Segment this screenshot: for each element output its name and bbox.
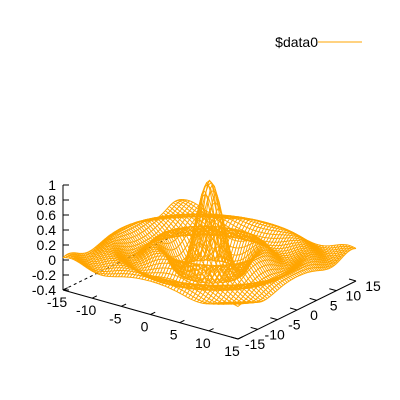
mesh-line-x xyxy=(161,224,281,288)
y-tick-label: 0 xyxy=(310,307,318,323)
mesh-line-x xyxy=(86,209,205,269)
y-tick-mark xyxy=(309,297,317,301)
legend: $data0 xyxy=(275,34,362,50)
mesh-line-x xyxy=(83,207,202,268)
y-tick-label: -5 xyxy=(288,317,301,333)
mesh-line-x xyxy=(150,179,269,285)
z-tick-label: 0.6 xyxy=(37,207,57,223)
mesh-line-x xyxy=(187,235,307,299)
x-tick-label: 10 xyxy=(195,335,211,351)
x-tick-label: 15 xyxy=(224,343,240,359)
surface-mesh xyxy=(62,179,357,307)
mesh-line-x xyxy=(135,218,255,280)
y-tick-label: 10 xyxy=(346,288,362,304)
z-tick-label: 1 xyxy=(48,177,56,193)
mesh-line-x xyxy=(77,203,196,264)
legend-label: $data0 xyxy=(275,34,318,50)
mesh-line-x xyxy=(179,231,298,294)
y-tick-label: -10 xyxy=(265,326,285,342)
z-tick-label: 0 xyxy=(48,252,56,268)
y-tick-mark xyxy=(270,317,278,321)
x-tick-mark xyxy=(121,303,127,307)
y-tick-mark xyxy=(289,307,298,311)
z-tick-label: -0.4 xyxy=(32,282,56,298)
x-tick-mark xyxy=(62,287,68,291)
mesh-line-x xyxy=(205,244,325,305)
mesh-line-x xyxy=(229,244,348,305)
z-tick-label: -0.2 xyxy=(32,267,56,283)
x-tick-label: 0 xyxy=(141,319,149,335)
y-tick-label: 5 xyxy=(330,297,338,313)
x-tick-label: -10 xyxy=(76,302,96,318)
y-tick-label: -15 xyxy=(245,336,265,352)
z-tick-label: 0.4 xyxy=(37,222,57,238)
mesh-line-x xyxy=(147,181,266,284)
z-tick-label: 0.8 xyxy=(37,192,57,208)
mesh-line-x xyxy=(68,199,188,259)
mesh-line-x xyxy=(196,239,316,303)
mesh-line-x xyxy=(74,201,194,263)
mesh-line-x xyxy=(237,248,357,307)
y-tick-mark xyxy=(230,336,239,340)
mesh-line-x xyxy=(208,245,328,305)
x-tick-label: 5 xyxy=(170,327,178,343)
x-tick-label: -5 xyxy=(109,310,122,326)
y-tick-mark xyxy=(329,288,337,292)
mesh-line-x xyxy=(62,199,182,258)
x-tick-mark xyxy=(208,328,214,332)
mesh-line-x xyxy=(185,234,304,297)
x-tick-label: -15 xyxy=(47,294,67,310)
x-tick-mark xyxy=(179,319,185,324)
mesh-line-x xyxy=(94,213,214,274)
x-tick-mark xyxy=(237,336,243,340)
y-tick-mark xyxy=(348,278,357,282)
mesh-line-x xyxy=(141,202,260,282)
mesh-line-x xyxy=(193,238,313,302)
x-tick-mark xyxy=(91,295,98,299)
z-tick-label: 0.2 xyxy=(37,237,57,253)
base-edge xyxy=(62,231,182,291)
y-tick-label: 15 xyxy=(365,278,381,294)
mesh-line-x xyxy=(202,242,322,304)
x-tick-mark xyxy=(150,311,156,315)
mesh-line-x xyxy=(155,193,275,286)
y-tick-mark xyxy=(250,326,258,330)
